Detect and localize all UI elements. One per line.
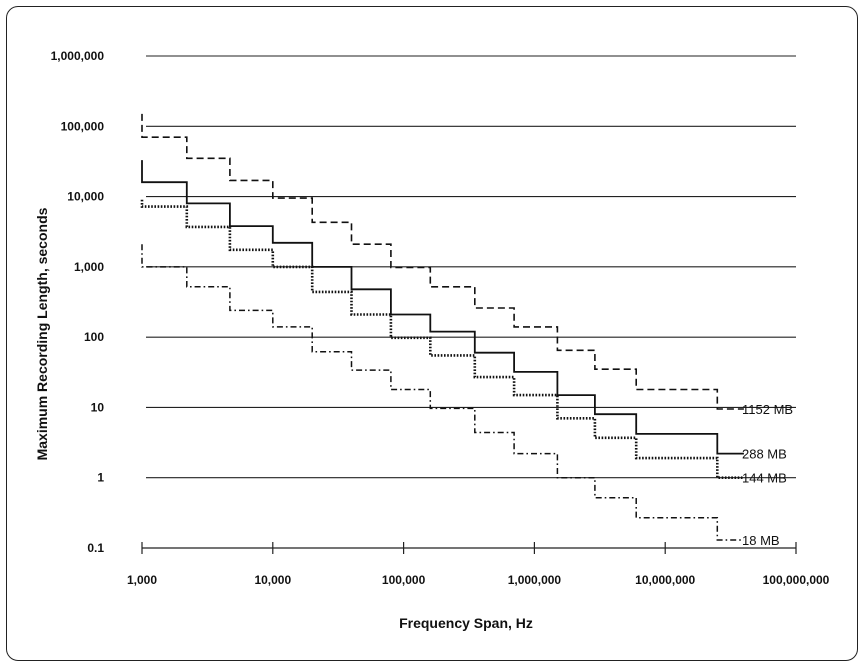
y-tick-label: 1,000: [74, 260, 104, 274]
y-tick-label: 1: [97, 471, 104, 485]
series-label-0: 1152 MB: [742, 402, 793, 417]
y-axis-title: Maximum Recording Length, seconds: [34, 207, 50, 460]
y-tick-label: 100: [84, 330, 104, 344]
x-tick-label: 10,000: [254, 573, 291, 587]
y-tick-label: 10: [91, 400, 105, 414]
y-axis-tick-labels: 0.1 1 10 100 1,000 10,000 100,000 1,000,000: [51, 49, 105, 555]
y-tick-label: 10,000: [67, 190, 104, 204]
series-lines: [140, 113, 744, 541]
series-label-1: 288 MB: [742, 447, 787, 462]
series-label-3: 18 MB: [742, 533, 780, 548]
y-tick-label: 1,000,000: [51, 49, 105, 63]
series-labels: 1152 MB 288 MB 144 MB 18 MB: [742, 402, 793, 548]
series-label-2: 144 MB: [742, 471, 787, 486]
x-tick-label: 1,000,000: [508, 573, 562, 587]
gridlines: [146, 55, 796, 479]
y-tick-label: 100,000: [61, 119, 105, 133]
x-tick-label: 100,000,000: [763, 573, 830, 587]
series-line-2: [140, 199, 744, 479]
chart-frame: [6, 6, 858, 661]
x-tick-label: 10,000,000: [635, 573, 695, 587]
x-tick-label: 1,000: [127, 573, 157, 587]
series-line-1: [141, 160, 744, 455]
x-axis-tick-labels: 1,000 10,000 100,000 1,000,000 10,000,000 100…: [127, 573, 830, 587]
y-tick-label: 0.1: [87, 541, 104, 555]
x-tick-label: 100,000: [382, 573, 426, 587]
series-line-0: [141, 113, 744, 410]
x-axis: [141, 542, 797, 554]
series-line-3: [141, 244, 744, 541]
x-axis-title: Frequency Span, Hz: [399, 615, 533, 631]
